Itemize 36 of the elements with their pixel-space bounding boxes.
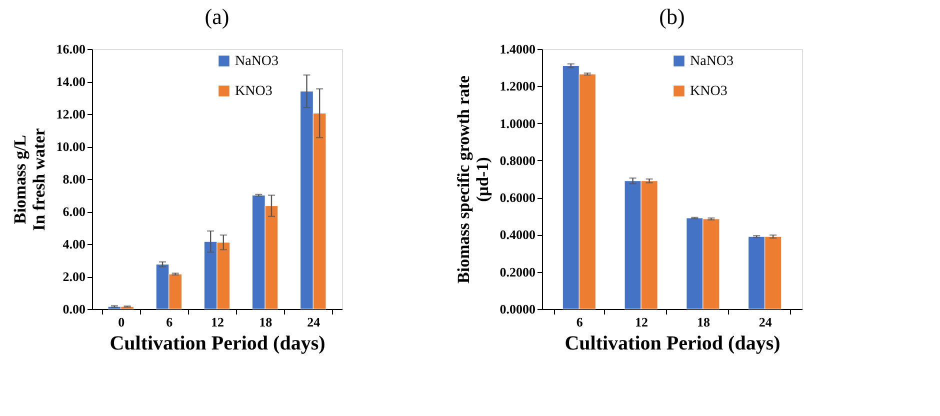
x-tick-label: 6 xyxy=(576,314,584,330)
y-tick-label: 16.00 xyxy=(56,42,86,56)
y-tick-label: 4.00 xyxy=(62,236,86,252)
x-tick-label: 18 xyxy=(696,314,710,330)
y-axis-title: Biomass g/L In fresh water xyxy=(10,128,48,231)
y-axis-title: Biomass specific growth rate (µd-1) xyxy=(454,75,492,284)
y-tick-label: 0.4000 xyxy=(500,227,536,242)
y-tick-label: 1.2000 xyxy=(500,78,536,94)
y-tick-label: 8.00 xyxy=(62,172,86,186)
y-tick-label: 10.00 xyxy=(56,139,86,154)
x-tick-label: 24 xyxy=(758,314,772,330)
y-tick-label: 1.0000 xyxy=(500,116,536,131)
legend-label: KNO3 xyxy=(235,84,272,99)
y-tick-label: 12.00 xyxy=(56,106,86,122)
x-tick-label: 6 xyxy=(166,314,174,330)
x-tick-label: 12 xyxy=(635,314,648,330)
chart-title: (a) xyxy=(204,4,230,29)
y-tick-label: 0.8000 xyxy=(500,152,536,168)
y-tick-label: 1.4000 xyxy=(500,42,536,56)
x-axis-title: Cultivation Period (days) xyxy=(564,332,780,354)
x-tick-label: 0 xyxy=(118,314,125,330)
legend-label: NaNO3 xyxy=(235,54,279,69)
x-axis-title: Cultivation Period (days) xyxy=(110,332,326,354)
chart-title: (b) xyxy=(659,4,685,29)
y-tick-label: 14.00 xyxy=(56,74,86,89)
y-tick-label: 0.00 xyxy=(62,302,86,316)
y-tick-label: 0.6000 xyxy=(500,190,536,206)
y-tick-label: 6.00 xyxy=(62,204,86,219)
x-tick-label: 18 xyxy=(259,314,273,330)
legend-label: NaNO3 xyxy=(690,54,734,69)
y-tick-label: 0.0000 xyxy=(500,302,536,316)
x-tick-label: 24 xyxy=(307,314,321,330)
y-tick-label: 0.2000 xyxy=(500,264,536,280)
legend-label: KNO3 xyxy=(690,84,728,99)
y-tick-label: 2.00 xyxy=(62,269,86,284)
x-tick-label: 12 xyxy=(211,314,224,330)
